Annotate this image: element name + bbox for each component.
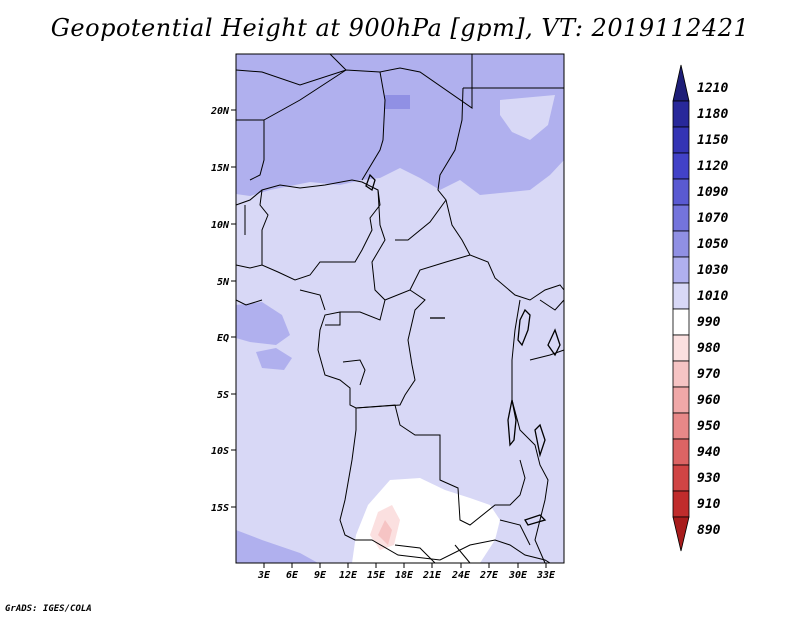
colorbar-swatch xyxy=(672,100,690,128)
lat-tick: 20N xyxy=(210,106,236,117)
lon-tick: 30E xyxy=(508,563,528,581)
lon-tick: 15E xyxy=(367,563,386,581)
map-shade-dark-spot xyxy=(385,95,410,109)
lon-tick-label: 6E xyxy=(286,570,299,581)
colorbar-swatch xyxy=(672,464,690,492)
colorbar-swatch xyxy=(672,152,690,180)
lon-tick: 33E xyxy=(536,563,556,581)
colorbar-label: 910 xyxy=(697,497,721,512)
colorbar-swatch xyxy=(672,178,690,206)
lat-tick: 10N xyxy=(211,220,236,231)
lat-tick-label: 15N xyxy=(211,163,230,174)
map-lakes xyxy=(365,173,561,526)
colorbar: 1210 1180 1150 1120 1090 1070 1050 1030 1010 990 9… xyxy=(672,64,728,552)
map-shade-ne-lower xyxy=(500,95,555,140)
colorbar-label: 970 xyxy=(697,367,721,382)
lon-tick: 24E xyxy=(451,563,471,581)
colorbar-swatch xyxy=(672,126,690,154)
lat-tick: 5S xyxy=(217,390,236,401)
colorbar-swatch xyxy=(672,412,690,440)
lon-tick-label: 9E xyxy=(314,570,327,581)
lon-tick: 21E xyxy=(422,563,442,581)
colorbar-label: 950 xyxy=(697,419,721,434)
colorbar-label: 1120 xyxy=(697,159,728,174)
lat-tick-label: 5S xyxy=(217,390,229,401)
colorbar-label: 990 xyxy=(697,315,721,330)
colorbar-swatch xyxy=(672,204,690,232)
footer-credit: GrADS: IGES/COLA xyxy=(5,604,92,614)
map-borders xyxy=(235,53,565,564)
chart-title: Geopotential Height at 900hPa [gpm], VT:… xyxy=(50,14,750,42)
lon-tick-label: 3E xyxy=(257,570,271,581)
lat-tick: 5N xyxy=(217,277,236,288)
colorbar-swatch xyxy=(672,282,690,310)
colorbar-label: 890 xyxy=(697,523,721,538)
colorbar-swatch xyxy=(672,334,690,362)
colorbar-label: 980 xyxy=(697,341,721,356)
lat-tick-label: 15S xyxy=(211,503,229,514)
colorbar-swatch xyxy=(672,64,690,102)
colorbar-label: 1070 xyxy=(697,211,728,226)
lat-tick: EQ xyxy=(217,333,236,344)
map-shade-north-1030-1050 xyxy=(236,54,564,196)
colorbar-label: 930 xyxy=(697,471,721,486)
colorbar-swatch xyxy=(672,230,690,258)
colorbar-swatch xyxy=(672,386,690,414)
lat-tick: 15S xyxy=(211,503,236,514)
lon-tick-label: 33E xyxy=(536,570,556,581)
colorbar-swatch xyxy=(672,308,690,336)
lat-tick-label: 10N xyxy=(211,220,230,231)
lon-tick-label: 15E xyxy=(367,570,386,581)
lat-tick: 10S xyxy=(211,446,236,457)
colorbar-label: 1010 xyxy=(697,289,728,304)
colorbar-label: 1050 xyxy=(697,237,728,252)
lon-tick-label: 18E xyxy=(395,570,414,581)
lon-tick-label: 12E xyxy=(339,570,358,581)
lat-tick-label: 10S xyxy=(211,446,229,457)
lon-tick-label: 30E xyxy=(508,570,528,581)
lat-tick-label: 5N xyxy=(217,277,230,288)
lon-tick: 12E xyxy=(339,563,358,581)
lon-tick-label: 21E xyxy=(422,570,442,581)
lon-tick: 6E xyxy=(286,563,299,581)
colorbar-swatch xyxy=(672,516,690,552)
colorbar-label: 1090 xyxy=(697,185,728,200)
colorbar-label: 1030 xyxy=(697,263,728,278)
lat-tick: 15N xyxy=(211,163,236,174)
colorbar-swatch xyxy=(672,256,690,284)
map-shade-west-eq xyxy=(236,302,290,345)
colorbar-swatch xyxy=(672,360,690,388)
map-shade-west-eq-2 xyxy=(256,348,292,370)
lon-tick-label: 27E xyxy=(479,570,499,581)
map-frame xyxy=(235,53,565,564)
lon-tick: 3E xyxy=(257,563,271,581)
colorbar-label: 940 xyxy=(697,445,721,460)
lon-axis: 3E 6E 9E 12E 15E 18E 21E 24E 27E 30E 33E xyxy=(257,563,556,581)
map-shade-south-970-980 xyxy=(378,520,392,545)
map-field xyxy=(235,53,565,564)
colorbar-swatch xyxy=(672,438,690,466)
colorbar-swatch xyxy=(672,490,690,518)
map-shade-sw xyxy=(236,530,318,563)
lat-tick-label: EQ xyxy=(217,333,229,344)
lon-tick: 18E xyxy=(395,563,414,581)
colorbar-label: 1180 xyxy=(697,107,728,122)
lon-tick-label: 24E xyxy=(451,570,471,581)
lon-tick: 27E xyxy=(479,563,499,581)
colorbar-label: 960 xyxy=(697,393,721,408)
lon-tick: 9E xyxy=(314,563,327,581)
colorbar-label: 1210 xyxy=(697,81,728,96)
lat-tick-label: 20N xyxy=(210,106,230,117)
lat-axis: 20N 15N 10N 5N EQ 5S 10S 15S xyxy=(210,106,236,514)
colorbar-label: 1150 xyxy=(697,133,728,148)
